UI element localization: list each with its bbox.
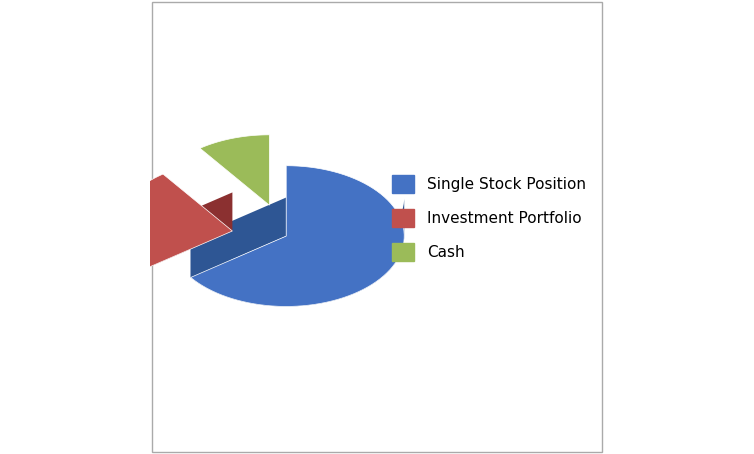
Polygon shape — [191, 197, 287, 277]
Polygon shape — [200, 135, 269, 205]
Polygon shape — [115, 193, 137, 272]
Polygon shape — [137, 192, 232, 272]
Polygon shape — [191, 166, 404, 306]
Legend: Single Stock Position, Investment Portfolio, Cash: Single Stock Position, Investment Portfo… — [385, 168, 592, 267]
Polygon shape — [115, 174, 232, 272]
Polygon shape — [191, 199, 404, 306]
